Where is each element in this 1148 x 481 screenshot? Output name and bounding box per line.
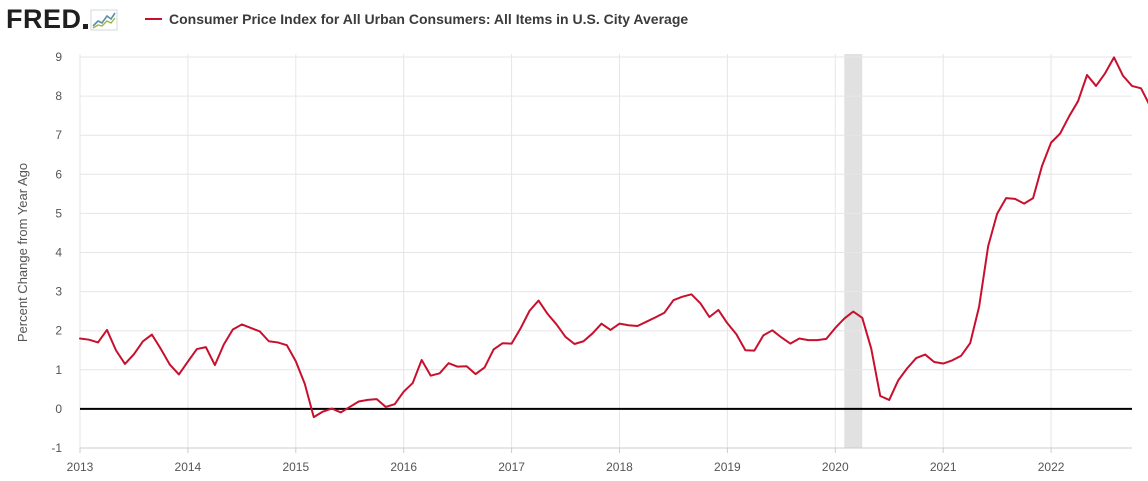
x-tick-label: 2022 [1038, 460, 1065, 474]
x-tick-label: 2021 [930, 460, 957, 474]
y-tick-label: 9 [55, 50, 62, 64]
x-tick-label: 2017 [498, 460, 525, 474]
x-tick-label: 2019 [714, 460, 741, 474]
x-tick-label: 2018 [606, 460, 633, 474]
series-layer [79, 56, 1148, 419]
y-tick-label: 4 [55, 246, 62, 260]
y-tick-label: -1 [51, 441, 62, 455]
y-tick-label: 7 [55, 128, 62, 142]
recession-shading-layer [844, 54, 863, 448]
x-tick-labels: 2013 2014 2015 2016 2017 2018 2019 2020 2021 2022 [67, 460, 1065, 474]
grid-layer [79, 54, 1132, 453]
recession-band-0 [844, 54, 863, 448]
logo-dot [82, 24, 88, 29]
legend-swatch [145, 18, 162, 20]
chart-header: FRED Consumer Price Index for All Urban … [0, 0, 1148, 42]
fred-logo-text: FRED [6, 4, 82, 34]
y-tick-label: 8 [55, 89, 62, 103]
y-tick-label: 1 [55, 363, 62, 377]
y-tick-label: 3 [55, 285, 62, 299]
chart-legend: Consumer Price Index for All Urban Consu… [145, 11, 688, 27]
x-tick-label: 2016 [390, 460, 417, 474]
x-tick-label: 2020 [822, 460, 849, 474]
x-tick-label: 2015 [282, 460, 309, 474]
y-tick-labels: -1 0 1 2 3 4 5 6 7 8 9 [51, 50, 62, 455]
x-tick-label: 2014 [175, 460, 202, 474]
y-tick-label: 6 [55, 167, 62, 181]
x-tick-label: 2013 [67, 460, 94, 474]
fred-logo[interactable]: FRED [6, 4, 118, 35]
line-chart-icon [90, 9, 117, 30]
y-tick-label: 5 [55, 206, 62, 220]
chart-title: Consumer Price Index for All Urban Consu… [169, 11, 689, 27]
y-tick-label: 0 [55, 402, 62, 416]
y-tick-label: 2 [55, 324, 62, 338]
y-axis-title: Percent Change from Year Ago [15, 163, 30, 342]
series-line-0[interactable] [79, 56, 1148, 419]
